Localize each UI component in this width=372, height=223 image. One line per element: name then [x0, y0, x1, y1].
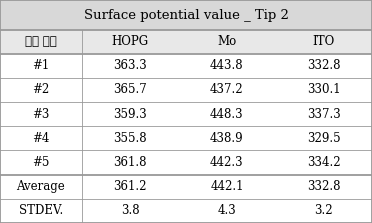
- Text: 측정 위치: 측정 위치: [25, 35, 57, 48]
- Text: 337.3: 337.3: [307, 107, 340, 121]
- Text: STDEV.: STDEV.: [19, 204, 63, 217]
- Text: 3.2: 3.2: [314, 204, 333, 217]
- Text: Mo: Mo: [217, 35, 237, 48]
- Text: Surface potential value _ Tip 2: Surface potential value _ Tip 2: [84, 8, 288, 22]
- Text: 4.3: 4.3: [218, 204, 236, 217]
- Text: ITO: ITO: [312, 35, 335, 48]
- Text: 437.2: 437.2: [210, 83, 244, 96]
- Text: 442.3: 442.3: [210, 156, 244, 169]
- Text: 332.8: 332.8: [307, 59, 340, 72]
- Text: 365.7: 365.7: [113, 83, 147, 96]
- Text: #3: #3: [32, 107, 49, 121]
- Text: HOPG: HOPG: [112, 35, 149, 48]
- Text: 363.3: 363.3: [113, 59, 147, 72]
- Text: Average: Average: [16, 180, 65, 193]
- Text: #1: #1: [32, 59, 49, 72]
- Text: 443.8: 443.8: [210, 59, 244, 72]
- Text: 330.1: 330.1: [307, 83, 340, 96]
- Text: 442.1: 442.1: [210, 180, 244, 193]
- Text: 448.3: 448.3: [210, 107, 244, 121]
- Text: 329.5: 329.5: [307, 132, 340, 145]
- Text: 355.8: 355.8: [113, 132, 147, 145]
- Text: 3.8: 3.8: [121, 204, 140, 217]
- Text: 361.2: 361.2: [113, 180, 147, 193]
- Text: #2: #2: [32, 83, 49, 96]
- Text: 361.8: 361.8: [113, 156, 147, 169]
- Text: 332.8: 332.8: [307, 180, 340, 193]
- Text: #5: #5: [32, 156, 49, 169]
- Text: 359.3: 359.3: [113, 107, 147, 121]
- Text: 334.2: 334.2: [307, 156, 340, 169]
- Text: #4: #4: [32, 132, 49, 145]
- Text: 438.9: 438.9: [210, 132, 244, 145]
